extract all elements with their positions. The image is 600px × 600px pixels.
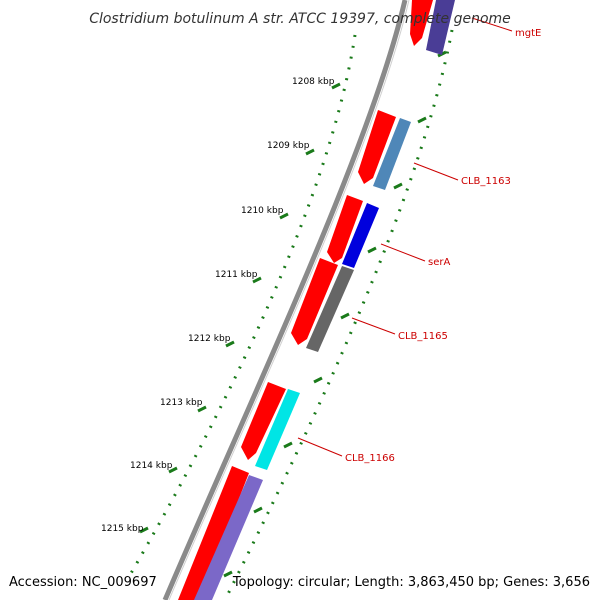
tick-label-1208: 1208 kbp	[292, 77, 335, 87]
gene-label-clb1163: CLB_1163	[461, 176, 511, 187]
cds-clb1166-inner	[255, 389, 300, 470]
tick-label-1210: 1210 kbp	[241, 206, 284, 216]
cds-sera-inner	[342, 203, 379, 268]
inner-cds-track	[194, 0, 455, 600]
accession-text: Accession: NC_009697	[9, 575, 157, 590]
tick-label-1215: 1215 kbp	[101, 524, 144, 534]
gene-label-clb1166: CLB_1166	[345, 453, 395, 464]
tick-label-1211: 1211 kbp	[215, 270, 258, 280]
gene-label-mgtE: mgtE	[515, 28, 541, 39]
tick-label-1209: 1209 kbp	[267, 141, 310, 151]
gene-leader-lines	[297, 17, 513, 457]
inner-tick-marks	[223, 50, 447, 578]
tick-label-1214: 1214 kbp	[130, 461, 173, 471]
cds-forward-bottom	[178, 466, 249, 600]
genome-backbone-highlight	[168, 0, 410, 600]
cds-forward-sera	[327, 195, 363, 263]
gene-label-clb1165: CLB_1165	[398, 331, 448, 342]
cds-clb1163-inner	[373, 118, 411, 190]
cds-clb1165-inner	[306, 266, 354, 352]
cds-forward-1166	[241, 382, 286, 460]
cds-bottom-inner	[194, 475, 263, 600]
cds-forward-1163	[358, 110, 396, 184]
cds-mgtE-inner	[426, 0, 455, 55]
inner-dotted-scale	[223, 29, 454, 600]
gene-label-sera: serA	[428, 257, 450, 268]
genome-summary-text: Topology: circular; Length: 3,863,450 bp…	[232, 575, 590, 590]
tick-label-1213: 1213 kbp	[160, 398, 203, 408]
genome-backbone	[162, 0, 408, 600]
outer-tick-marks	[139, 82, 341, 534]
forward-cds-track	[178, 0, 433, 600]
tick-label-1212: 1212 kbp	[188, 334, 231, 344]
map-title: Clostridium botulinum A str. ATCC 19397,…	[89, 11, 511, 27]
cds-forward-1165	[291, 258, 338, 345]
cds-mgtE-forward	[410, 0, 433, 46]
